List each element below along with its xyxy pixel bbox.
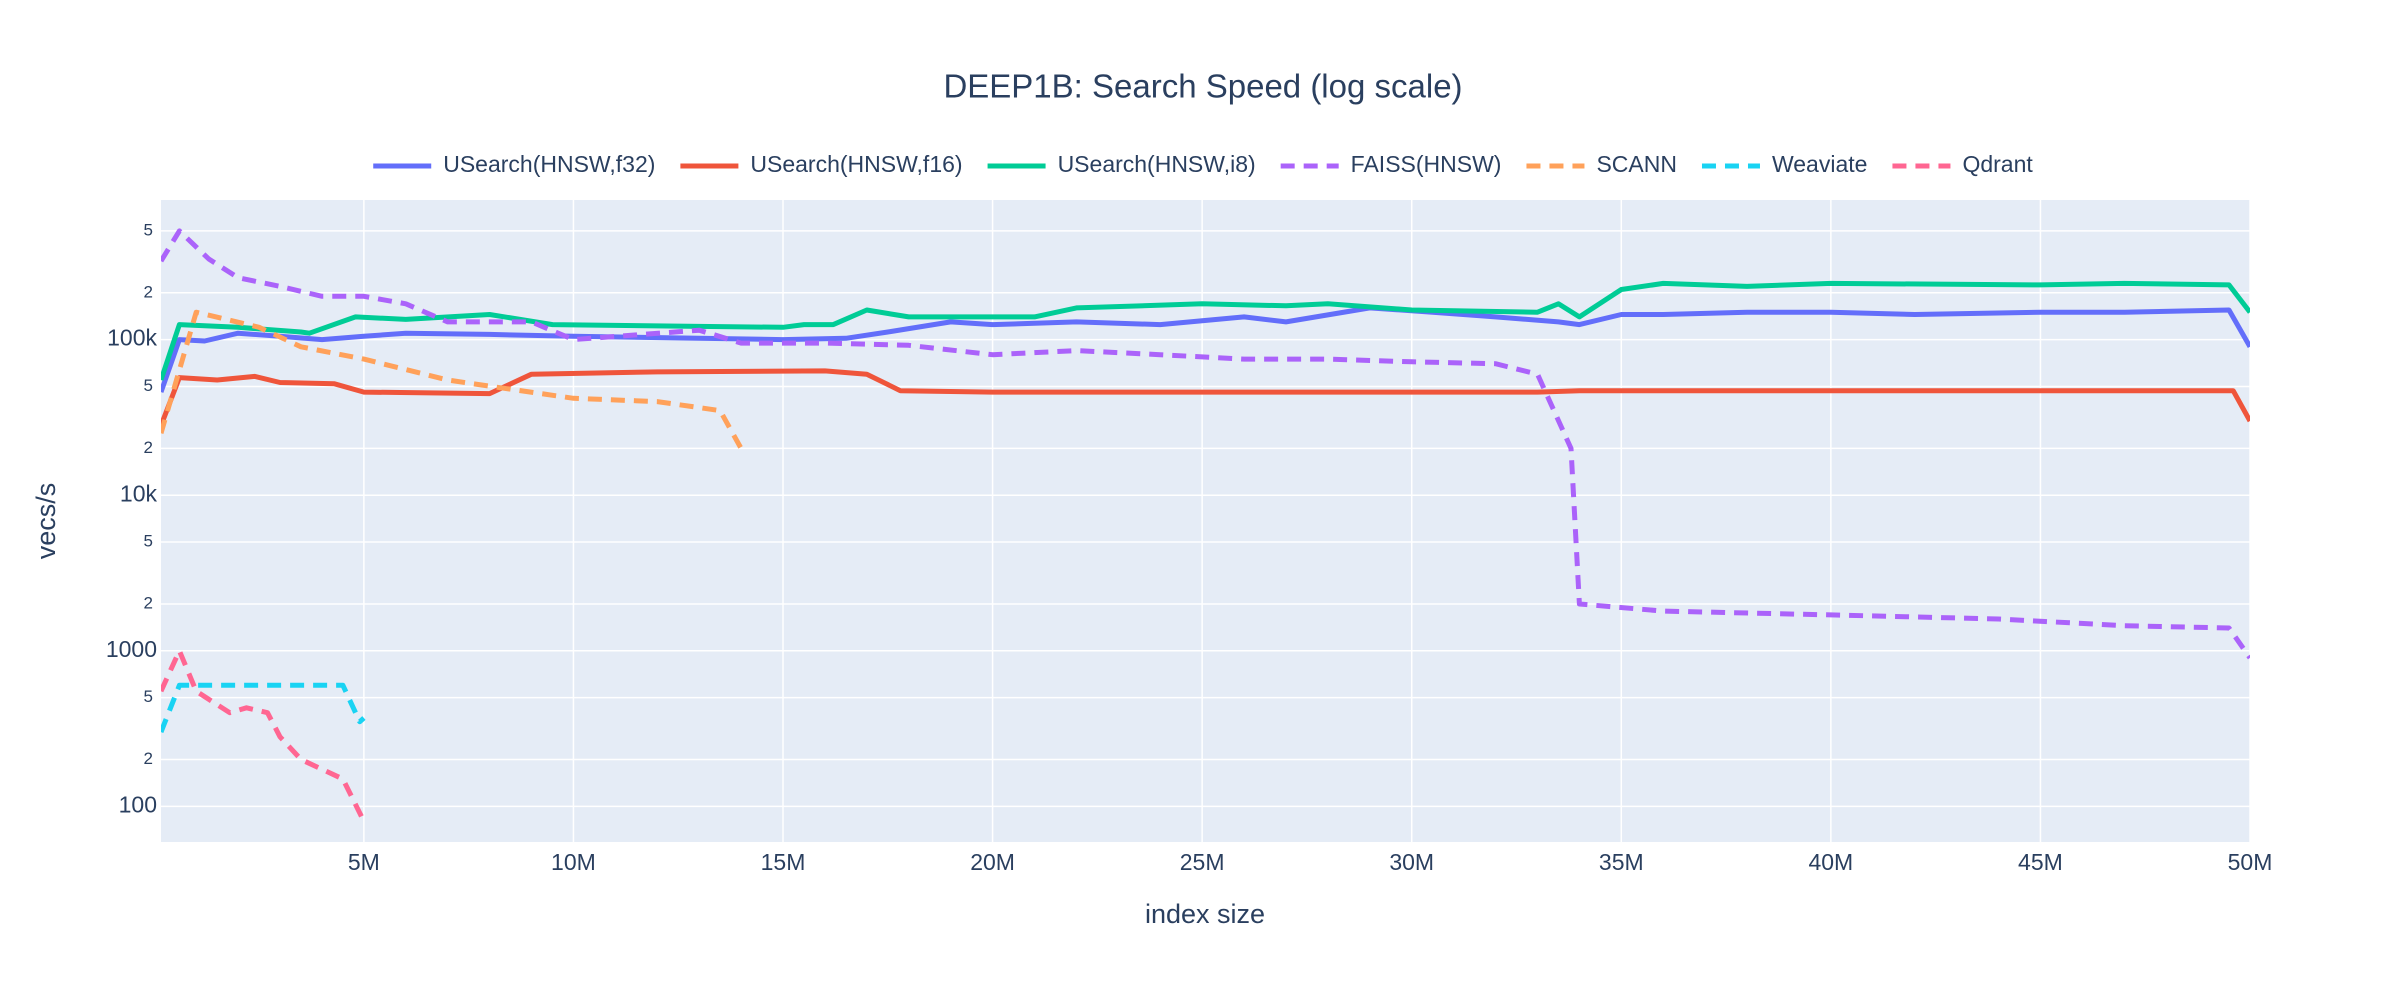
plot-area xyxy=(161,200,2250,842)
x-axis-title: index size xyxy=(1145,899,1265,929)
x-tick-label: 50M xyxy=(2228,849,2273,875)
series-line xyxy=(161,228,2250,660)
legend: USearch(HNSW,f32) USearch(HNSW,f16) USearc… xyxy=(373,151,2033,177)
x-tick-label: 25M xyxy=(1180,849,1225,875)
legend-label: SCANN xyxy=(1596,151,1677,177)
series-line xyxy=(161,682,366,734)
x-tick-label: 45M xyxy=(2018,849,2063,875)
legend-label: USearch(HNSW,f16) xyxy=(750,151,962,177)
legend-label: Qdrant xyxy=(1962,151,2033,177)
series-line xyxy=(161,280,2250,381)
legend-label: USearch(HNSW,i8) xyxy=(1058,151,1256,177)
x-tick-label: 20M xyxy=(970,849,1015,875)
y-tick-label: 1000 xyxy=(106,636,157,662)
chart-title: DEEP1B: Search Speed (log scale) xyxy=(943,68,1462,105)
y-axis-title: vecs/s xyxy=(31,483,61,560)
x-tick-label: 15M xyxy=(761,849,806,875)
y-tick-label: 2 xyxy=(144,282,153,301)
y-tick-label: 5 xyxy=(144,687,153,706)
series-line xyxy=(161,309,744,450)
grid xyxy=(161,200,2251,842)
legend-label: Weaviate xyxy=(1772,151,1867,177)
x-tick-label: 30M xyxy=(1389,849,1434,875)
y-tick-label: 5 xyxy=(144,220,153,239)
series-line xyxy=(161,368,2250,427)
y-tick-label: 5 xyxy=(144,532,153,551)
x-tick-label: 35M xyxy=(1599,849,1644,875)
legend-label: FAISS(HNSW) xyxy=(1351,151,1502,177)
legend-label: USearch(HNSW,f32) xyxy=(443,151,655,177)
y-tick-label: 5 xyxy=(144,376,153,395)
y-tick-label: 2 xyxy=(144,749,153,768)
x-tick-label: 10M xyxy=(551,849,596,875)
x-tick-label: 40M xyxy=(1808,849,1853,875)
y-tick-label: 10k xyxy=(120,480,158,506)
y-tick-label: 100 xyxy=(119,791,157,817)
y-tick-label: 2 xyxy=(144,438,153,457)
y-tick-label: 100k xyxy=(107,325,157,351)
x-tick-label: 5M xyxy=(348,849,380,875)
y-tick-label: 2 xyxy=(144,593,153,612)
series-line xyxy=(161,305,2250,393)
